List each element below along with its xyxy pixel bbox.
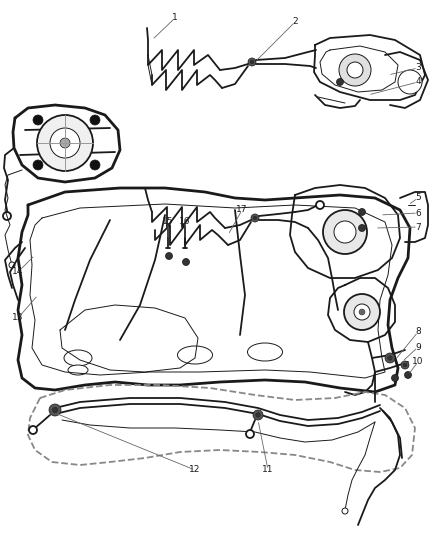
Circle shape bbox=[50, 128, 80, 158]
Circle shape bbox=[29, 426, 37, 434]
Circle shape bbox=[37, 115, 93, 171]
Circle shape bbox=[251, 214, 259, 222]
Circle shape bbox=[90, 115, 100, 125]
Circle shape bbox=[49, 404, 61, 416]
Circle shape bbox=[358, 224, 365, 231]
Circle shape bbox=[398, 70, 422, 94]
Ellipse shape bbox=[247, 343, 283, 361]
Text: 7: 7 bbox=[415, 222, 421, 231]
Text: 1: 1 bbox=[172, 13, 178, 22]
Circle shape bbox=[3, 212, 11, 220]
Circle shape bbox=[9, 262, 15, 268]
Circle shape bbox=[90, 160, 100, 170]
Circle shape bbox=[33, 160, 43, 170]
Circle shape bbox=[347, 62, 363, 78]
Circle shape bbox=[246, 430, 254, 438]
Circle shape bbox=[253, 410, 263, 420]
Text: 9: 9 bbox=[415, 343, 421, 351]
Circle shape bbox=[385, 353, 395, 363]
Circle shape bbox=[358, 208, 365, 215]
Circle shape bbox=[334, 221, 356, 243]
Text: 17: 17 bbox=[236, 206, 248, 214]
Text: 16: 16 bbox=[179, 217, 191, 227]
Circle shape bbox=[250, 60, 254, 64]
Text: 11: 11 bbox=[262, 465, 274, 474]
Ellipse shape bbox=[68, 365, 88, 375]
Circle shape bbox=[256, 413, 260, 417]
Circle shape bbox=[354, 304, 370, 320]
Circle shape bbox=[166, 253, 173, 260]
Text: 8: 8 bbox=[415, 327, 421, 336]
Circle shape bbox=[401, 361, 409, 369]
Circle shape bbox=[405, 372, 411, 378]
Ellipse shape bbox=[177, 346, 212, 364]
Circle shape bbox=[388, 356, 392, 360]
Circle shape bbox=[183, 259, 190, 265]
Text: 15: 15 bbox=[162, 217, 174, 227]
Text: 2: 2 bbox=[292, 18, 298, 27]
Text: 13: 13 bbox=[12, 313, 24, 322]
Text: 4: 4 bbox=[415, 77, 421, 86]
Circle shape bbox=[60, 138, 70, 148]
Circle shape bbox=[253, 216, 257, 220]
Circle shape bbox=[323, 210, 367, 254]
Circle shape bbox=[336, 78, 343, 85]
Text: 10: 10 bbox=[412, 358, 424, 367]
Ellipse shape bbox=[64, 350, 92, 366]
Text: 14: 14 bbox=[12, 268, 24, 277]
Text: 3: 3 bbox=[415, 63, 421, 72]
Circle shape bbox=[342, 508, 348, 514]
Circle shape bbox=[403, 363, 407, 367]
Text: 12: 12 bbox=[189, 465, 201, 474]
Circle shape bbox=[359, 309, 365, 315]
Circle shape bbox=[33, 115, 43, 125]
Circle shape bbox=[316, 201, 324, 209]
Circle shape bbox=[52, 407, 58, 413]
Circle shape bbox=[248, 58, 256, 66]
Text: 5: 5 bbox=[415, 193, 421, 203]
Circle shape bbox=[392, 375, 399, 382]
Text: 6: 6 bbox=[415, 208, 421, 217]
Circle shape bbox=[339, 54, 371, 86]
Circle shape bbox=[344, 294, 380, 330]
